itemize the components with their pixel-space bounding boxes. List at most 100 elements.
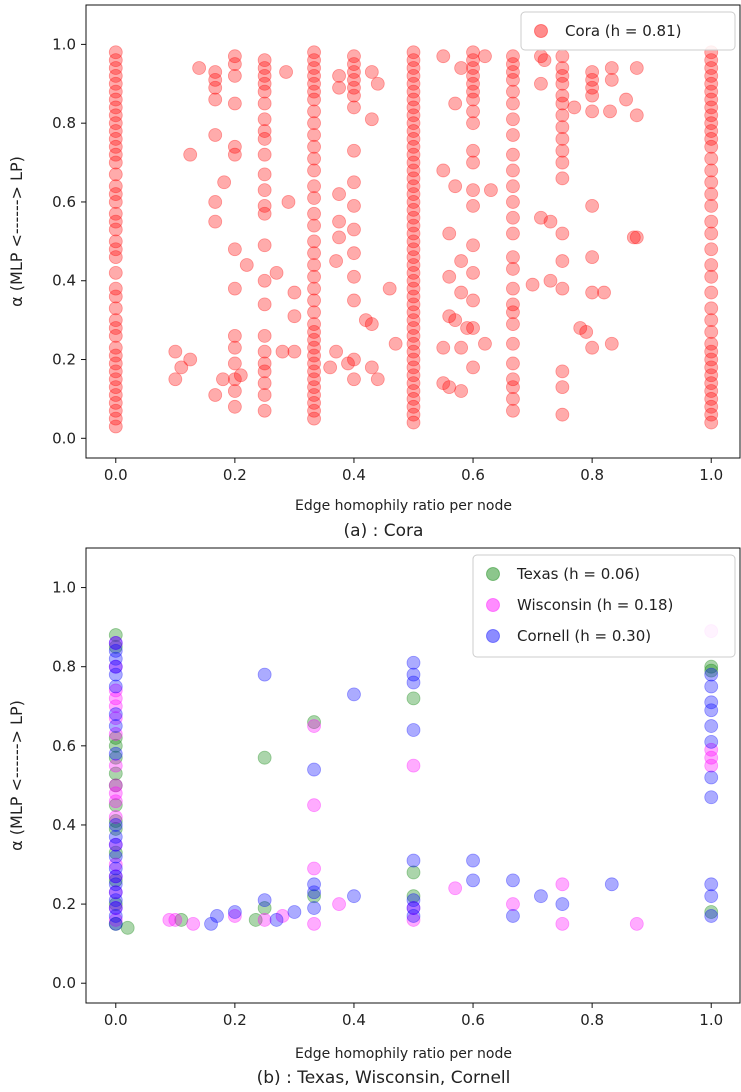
data-point bbox=[436, 163, 451, 178]
data-point bbox=[704, 344, 719, 359]
data-point bbox=[307, 372, 321, 387]
data-point bbox=[108, 814, 123, 828]
data-point bbox=[555, 380, 570, 394]
data-point bbox=[555, 76, 570, 91]
data-point bbox=[108, 885, 123, 900]
data-point bbox=[506, 195, 520, 209]
data-point bbox=[307, 84, 321, 99]
data-point bbox=[307, 332, 321, 347]
data-point bbox=[307, 861, 321, 876]
data-point bbox=[108, 403, 123, 418]
data-point bbox=[604, 877, 619, 892]
data-point bbox=[555, 88, 570, 103]
data-point bbox=[108, 829, 123, 844]
data-point bbox=[466, 69, 480, 83]
x-tick-label: 0.8 bbox=[580, 1011, 604, 1029]
data-point bbox=[406, 399, 421, 414]
x-tick-label: 0.6 bbox=[461, 1011, 485, 1029]
data-point bbox=[257, 53, 272, 68]
x-tick-label: 0.6 bbox=[461, 466, 485, 484]
x-axis-label: Edge homophily ratio per node bbox=[295, 498, 512, 514]
data-point bbox=[108, 340, 123, 355]
data-point bbox=[307, 92, 321, 107]
data-point bbox=[704, 214, 719, 229]
data-point bbox=[629, 916, 644, 931]
data-point bbox=[108, 372, 123, 387]
data-point bbox=[168, 372, 183, 387]
data-point bbox=[227, 69, 242, 83]
data-point bbox=[364, 360, 379, 375]
data-point bbox=[537, 53, 552, 68]
data-point bbox=[406, 667, 421, 682]
data-point bbox=[406, 655, 421, 670]
data-point bbox=[208, 72, 223, 87]
x-tick-label: 0.8 bbox=[580, 466, 604, 484]
data-point bbox=[307, 116, 321, 131]
data-point bbox=[257, 273, 272, 288]
data-point bbox=[704, 325, 719, 339]
data-point bbox=[227, 281, 242, 296]
data-point bbox=[466, 360, 480, 375]
data-point bbox=[704, 742, 719, 757]
data-point bbox=[329, 344, 343, 359]
data-point bbox=[332, 897, 346, 911]
data-point bbox=[704, 76, 719, 91]
data-point bbox=[108, 916, 123, 931]
data-point bbox=[555, 254, 570, 268]
data-point bbox=[329, 254, 343, 268]
plot-frame bbox=[85, 4, 741, 459]
data-point bbox=[555, 916, 570, 931]
data-point bbox=[257, 388, 272, 402]
data-point bbox=[478, 49, 492, 64]
data-point bbox=[704, 770, 719, 785]
data-point bbox=[555, 407, 570, 422]
data-point bbox=[629, 61, 644, 75]
data-point bbox=[108, 388, 123, 402]
data-point bbox=[108, 45, 123, 60]
data-point bbox=[108, 877, 123, 892]
data-point bbox=[466, 265, 480, 280]
data-point bbox=[555, 364, 570, 379]
data-point bbox=[108, 242, 123, 257]
data-point bbox=[406, 889, 421, 904]
data-point bbox=[506, 250, 520, 265]
data-point bbox=[108, 849, 123, 864]
data-point bbox=[704, 132, 719, 146]
data-point bbox=[704, 124, 719, 138]
data-point bbox=[108, 108, 123, 123]
data-point bbox=[108, 84, 123, 99]
data-point bbox=[704, 667, 719, 682]
data-point bbox=[257, 198, 272, 213]
data-point bbox=[307, 317, 321, 331]
data-point bbox=[585, 65, 600, 79]
data-point bbox=[227, 399, 242, 414]
legend-box bbox=[472, 554, 736, 658]
data-point bbox=[208, 92, 223, 107]
data-point bbox=[406, 893, 421, 908]
x-tick-label: 0.4 bbox=[342, 466, 366, 484]
data-point bbox=[183, 352, 198, 367]
data-point bbox=[108, 893, 123, 908]
data-point bbox=[448, 313, 463, 328]
data-point bbox=[585, 198, 600, 213]
x-tick-label: 0.2 bbox=[223, 466, 247, 484]
data-point bbox=[307, 139, 321, 154]
data-point bbox=[108, 281, 123, 296]
x-tick-label: 0.2 bbox=[223, 1011, 247, 1029]
data-point bbox=[108, 711, 123, 726]
data-point bbox=[347, 100, 361, 115]
data-point bbox=[555, 61, 570, 75]
data-point bbox=[506, 909, 520, 923]
data-point bbox=[347, 269, 361, 284]
data-point bbox=[108, 861, 123, 876]
data-point bbox=[442, 309, 457, 324]
data-point bbox=[704, 905, 719, 919]
data-point bbox=[506, 281, 520, 296]
data-point bbox=[406, 139, 421, 154]
data-point bbox=[108, 155, 123, 170]
data-point bbox=[108, 901, 123, 915]
data-point bbox=[370, 76, 385, 91]
data-point bbox=[466, 143, 480, 158]
data-point bbox=[347, 293, 361, 308]
